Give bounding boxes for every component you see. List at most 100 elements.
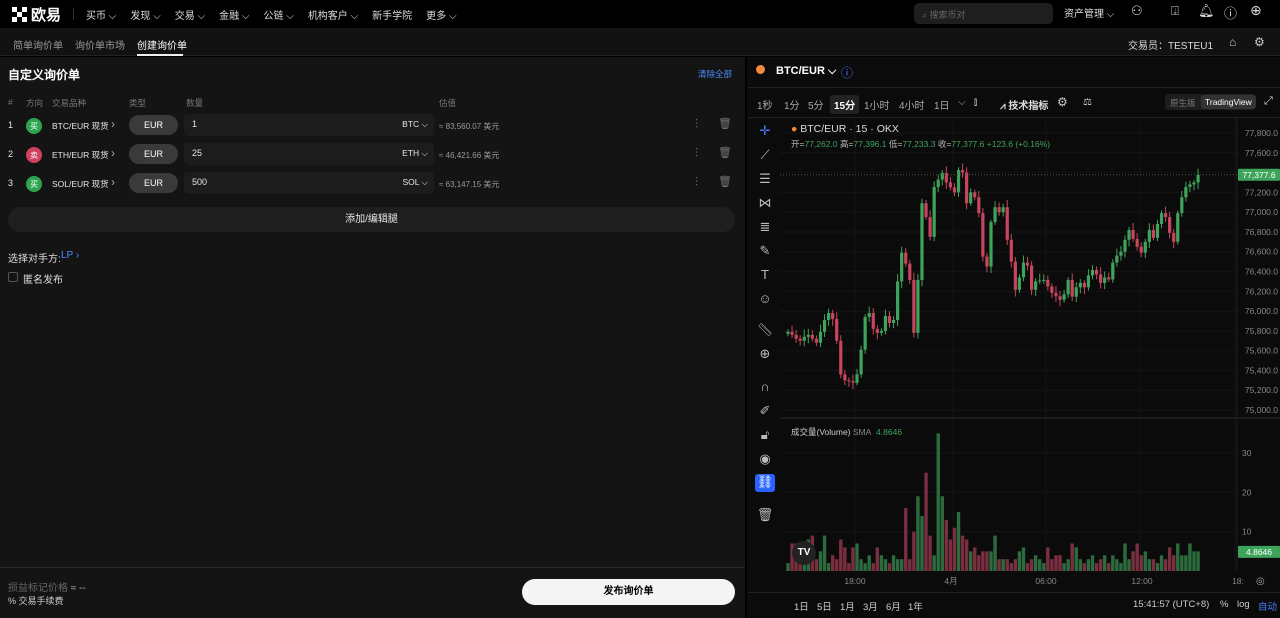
timeframe-option[interactable]: 1小时 bbox=[864, 101, 890, 112]
add-edit-leg-button[interactable]: 添加/编辑腿 bbox=[8, 207, 735, 232]
candlestick-chart[interactable]: 77,800.0 77,600.0 77,200.0 77,000.0 76,800.0… bbox=[780, 118, 1280, 596]
crosshair-icon[interactable]: ✛ bbox=[759, 123, 771, 138]
help-icon[interactable]: ⓘ bbox=[1224, 6, 1238, 21]
auto-scale-toggle[interactable]: 自动 bbox=[1258, 602, 1278, 613]
user-icon[interactable]: ⚇ bbox=[1131, 3, 1143, 18]
settings-icon[interactable]: ⚙ bbox=[1254, 35, 1265, 49]
clear-all-button[interactable]: 清除全部 bbox=[698, 69, 733, 79]
leg-instrument[interactable]: ETH/EUR 现货 bbox=[52, 150, 109, 160]
tab-rfq-market[interactable]: 询价单市场 bbox=[75, 41, 125, 52]
nav-more[interactable]: 更多 ⌵ bbox=[426, 10, 457, 22]
timeframe-option[interactable]: 1分 bbox=[784, 101, 800, 112]
trendline-icon[interactable]: ⟋ bbox=[760, 147, 770, 162]
range-option[interactable]: 5日 bbox=[817, 602, 832, 613]
chevron-right-icon[interactable]: › bbox=[111, 117, 115, 131]
bell-icon[interactable]: 🔔︎ bbox=[1198, 3, 1215, 18]
compare-icon[interactable]: ⚖ bbox=[1083, 97, 1092, 108]
delete-icon[interactable]: 🗑︎ bbox=[718, 118, 732, 130]
tab-simple-rfq[interactable]: 简单询价单 bbox=[13, 41, 63, 52]
nav-buy[interactable]: 买币 ⌵ bbox=[86, 10, 117, 22]
side-badge[interactable]: 卖 bbox=[26, 147, 42, 163]
leg-type-select[interactable]: EUR bbox=[129, 173, 178, 193]
brand-name: 欧易 bbox=[31, 6, 62, 24]
percent-toggle[interactable]: % bbox=[1220, 599, 1229, 610]
nav-chain[interactable]: 公链 ⌵ bbox=[263, 10, 294, 22]
nav-discover[interactable]: 发现 ⌵ bbox=[130, 10, 161, 22]
candle-body bbox=[1159, 213, 1164, 225]
lock-icon[interactable]: 🔓︎ bbox=[760, 427, 770, 442]
btc-coin-icon: ● bbox=[791, 123, 801, 135]
publish-rfq-button[interactable]: 发布询价单 bbox=[522, 579, 735, 605]
indicators-button[interactable]: ⩘ 技术指标 bbox=[1000, 101, 1049, 112]
search-input[interactable]: ⌕ 搜索币对 bbox=[914, 3, 1053, 24]
timeframe-option[interactable]: 5分 bbox=[808, 101, 824, 112]
timeframe-option[interactable]: 4小时 bbox=[899, 101, 925, 112]
symbol-selector[interactable]: BTC/EUR ⌵ bbox=[776, 65, 837, 77]
tab-create-rfq[interactable]: 创建询价单 bbox=[137, 41, 187, 52]
asset-management-menu[interactable]: 资产管理 ⌵ bbox=[1064, 9, 1115, 20]
fib-icon[interactable]: ≣ bbox=[759, 219, 771, 234]
download-icon[interactable]: ⍗ bbox=[1171, 3, 1179, 18]
brush-icon[interactable]: ✎ bbox=[759, 243, 771, 258]
timeframe-option[interactable]: 1秒 bbox=[757, 101, 773, 112]
anonymous-checkbox[interactable] bbox=[8, 272, 18, 282]
pattern-icon[interactable]: ⋈ bbox=[758, 195, 772, 210]
text-icon[interactable]: T bbox=[761, 267, 769, 282]
tradingview-logo[interactable]: TV bbox=[792, 541, 816, 565]
trash-icon[interactable]: 🗑︎ bbox=[756, 507, 774, 522]
range-option[interactable]: 1年 bbox=[908, 602, 923, 613]
leg-type-select[interactable]: EUR bbox=[129, 115, 178, 135]
side-badge[interactable]: 买 bbox=[26, 176, 42, 192]
quantity-input[interactable]: 500 SOL ⌵ bbox=[184, 172, 434, 194]
adjust-icon[interactable]: ⫶ bbox=[695, 175, 699, 189]
header-type: 类型 bbox=[129, 98, 147, 108]
volume-bar bbox=[1009, 563, 1013, 571]
candle-type-icon[interactable]: ⫾ bbox=[974, 97, 978, 108]
delete-icon[interactable]: 🗑︎ bbox=[718, 176, 732, 188]
leg-instrument[interactable]: SOL/EUR 现货 bbox=[52, 179, 109, 189]
link-icon[interactable]: ⛓ bbox=[755, 474, 775, 492]
view-native[interactable]: 原生版 bbox=[1170, 98, 1196, 108]
lock-drawing-icon[interactable]: ✐ bbox=[759, 403, 771, 418]
globe-icon[interactable]: ⊕ bbox=[1250, 2, 1262, 18]
timeframe-option[interactable]: 1日 bbox=[934, 101, 950, 112]
adjust-icon[interactable]: ⫶ bbox=[695, 117, 699, 131]
range-option[interactable]: 1月 bbox=[840, 602, 855, 613]
logo[interactable]: 欧易 bbox=[12, 4, 61, 25]
ruler-icon[interactable]: 📏︎ bbox=[756, 322, 774, 337]
chevron-right-icon[interactable]: › bbox=[111, 175, 115, 189]
timeframe-more-chevron[interactable]: ⌵ bbox=[958, 97, 966, 108]
delete-icon[interactable]: 🗑︎ bbox=[718, 147, 732, 159]
time-axis-settings-icon[interactable]: ◎ bbox=[1256, 576, 1265, 587]
counterparty-select[interactable]: LP › bbox=[61, 250, 80, 261]
volume-bar bbox=[1135, 543, 1139, 571]
parallel-lines-icon[interactable]: ☰ bbox=[759, 171, 771, 186]
adjust-icon[interactable]: ⫶ bbox=[695, 146, 699, 160]
timeframe-option[interactable]: 15分 bbox=[830, 95, 860, 114]
leg-type-select[interactable]: EUR bbox=[129, 144, 178, 164]
leg-instrument[interactable]: BTC/EUR 现货 bbox=[52, 121, 109, 131]
nav-finance[interactable]: 金融 ⌵ bbox=[219, 10, 250, 22]
range-option[interactable]: 1日 bbox=[794, 602, 809, 613]
eye-icon[interactable]: ◉ bbox=[759, 451, 771, 466]
magnet-icon[interactable]: ∩ bbox=[760, 379, 770, 394]
view-tradingview[interactable]: TradingView bbox=[1201, 95, 1256, 109]
emoji-icon[interactable]: ☺ bbox=[758, 291, 772, 306]
chevron-right-icon[interactable]: › bbox=[111, 146, 115, 160]
info-icon[interactable]: ⓘ bbox=[841, 66, 854, 80]
trading-fee-link[interactable]: % 交易手续费 bbox=[8, 596, 64, 606]
academy-icon[interactable]: ⌂ bbox=[1229, 35, 1237, 49]
nav-academy[interactable]: 新手学院 bbox=[372, 10, 413, 22]
log-toggle[interactable]: log bbox=[1237, 599, 1250, 610]
fullscreen-icon[interactable]: ⤢ bbox=[1264, 95, 1273, 107]
side-badge[interactable]: 买 bbox=[26, 118, 42, 134]
quantity-input[interactable]: 25 ETH ⌵ bbox=[184, 143, 434, 165]
nav-trade[interactable]: 交易 ⌵ bbox=[174, 10, 206, 22]
volume-bar bbox=[1111, 555, 1115, 571]
chart-settings-icon[interactable]: ⚙ bbox=[1057, 95, 1068, 109]
nav-institutional[interactable]: 机构客户 ⌵ bbox=[307, 10, 359, 22]
quantity-input[interactable]: 1 BTC ⌵ bbox=[184, 114, 434, 136]
range-option[interactable]: 6月 bbox=[886, 602, 901, 613]
zoom-in-icon[interactable]: ⊕ bbox=[759, 346, 771, 361]
range-option[interactable]: 3月 bbox=[863, 602, 878, 613]
